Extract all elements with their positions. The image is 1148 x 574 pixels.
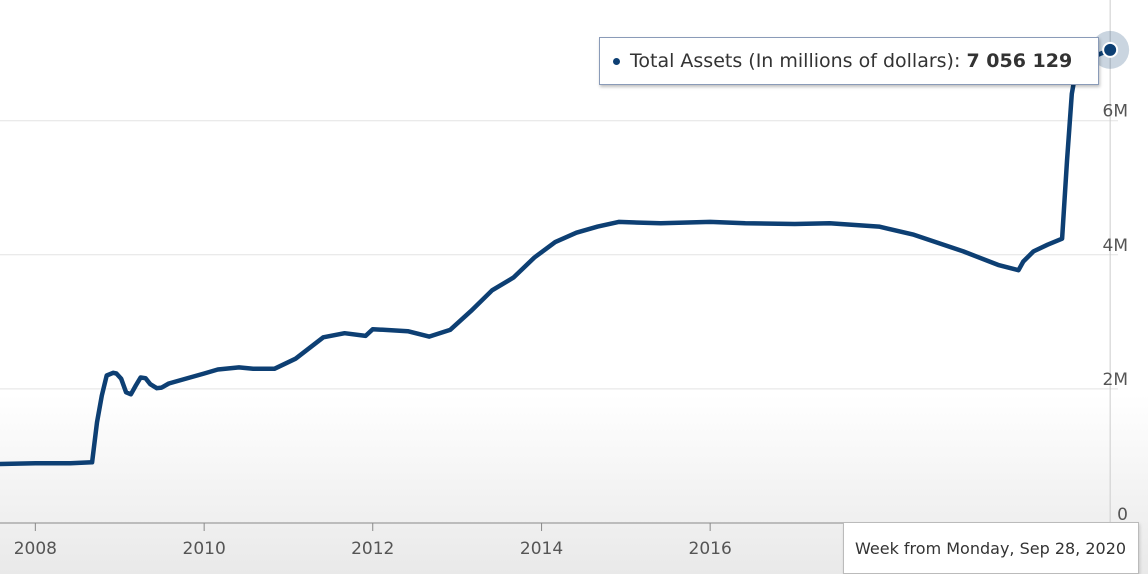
tooltip-value: 7 056 129	[966, 50, 1073, 72]
y-tick-label-3: 6M	[1103, 102, 1128, 122]
series-dot	[613, 57, 620, 65]
series-line-total-assets	[0, 44, 1113, 467]
y-tick-label-2: 4M	[1103, 236, 1128, 256]
x-tick-label-0: 2008	[14, 539, 57, 559]
x-tick-label-3: 2014	[520, 539, 563, 559]
x-tick-label-2: 2012	[351, 539, 394, 559]
tooltip-label: Total Assets (In millions of dollars):	[630, 50, 961, 72]
hover-point-marker	[1102, 41, 1119, 58]
data-tooltip: Total Assets (In millions of dollars): 7…	[599, 37, 1099, 85]
x-crosshair-label: Week from Monday, Sep 28, 2020	[843, 522, 1139, 574]
x-tick-label-1: 2010	[183, 539, 226, 559]
x-tick-label-4: 2016	[689, 539, 732, 559]
y-tick-label-1: 2M	[1103, 370, 1128, 390]
y-tick-label-0: 0	[1117, 505, 1128, 525]
crosshair-date: Week from Monday, Sep 28, 2020	[855, 538, 1127, 558]
